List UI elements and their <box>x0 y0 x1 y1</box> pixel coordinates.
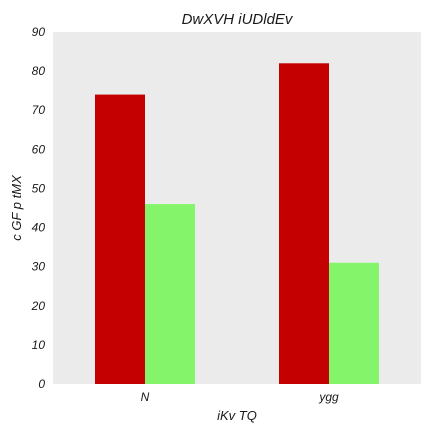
y-axis-label: c GF p tMX <box>9 174 24 241</box>
x-tick-label: ygg <box>318 390 339 404</box>
y-tick-label: 40 <box>32 221 46 235</box>
bar-ygg-series-1 <box>279 63 329 385</box>
x-tick-label: N <box>141 390 150 404</box>
y-tick-label: 0 <box>38 377 45 391</box>
y-tick-label: 50 <box>32 181 46 195</box>
x-axis-label: iKv TQ <box>217 408 257 423</box>
y-tick-label: 20 <box>31 299 46 313</box>
y-tick-label: 60 <box>32 142 46 156</box>
bar-N-series-2 <box>145 204 195 384</box>
y-tick-label: 10 <box>32 338 46 352</box>
y-axis-ticks: 0 10 20 30 40 50 60 70 80 90 <box>31 25 46 391</box>
bars-group <box>95 63 379 385</box>
chart-title: DwXVH iUDldEv <box>182 11 294 28</box>
y-tick-label: 30 <box>32 260 46 274</box>
y-tick-label: 70 <box>32 103 46 117</box>
y-tick-label: 80 <box>32 64 46 78</box>
y-tick-label: 90 <box>32 25 46 39</box>
bar-ygg-series-2 <box>329 262 379 384</box>
bar-N-series-1 <box>95 94 145 385</box>
